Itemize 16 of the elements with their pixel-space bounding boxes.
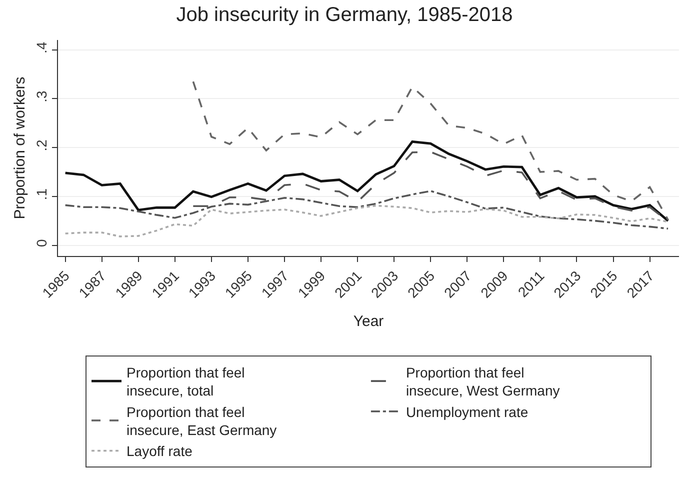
line-series	[192, 80, 669, 221]
chart-title: Job insecurity in Germany, 1985-2018	[176, 4, 513, 26]
legend-label: Proportion that feel insecure, East Germany	[126, 404, 277, 438]
line-series	[64, 140, 670, 222]
y-tick-label: .2	[33, 139, 50, 152]
y-tick-label: .4	[33, 42, 50, 54]
x-axis-title: Year	[353, 312, 384, 330]
y-tick-label: .1	[33, 188, 50, 200]
line-series	[64, 204, 669, 238]
y-axis-title: Proportion of workers	[12, 76, 29, 220]
legend-label: Layoff rate	[126, 443, 193, 460]
legend-label: Unemployment rate	[406, 404, 528, 420]
y-tick-label: 0	[33, 239, 50, 248]
legend-label: Proportion that feel insecure, West Germany	[406, 364, 560, 399]
legend-label: Proportion that feel insecure, total	[126, 364, 245, 399]
y-tick-label: .3	[33, 90, 50, 102]
